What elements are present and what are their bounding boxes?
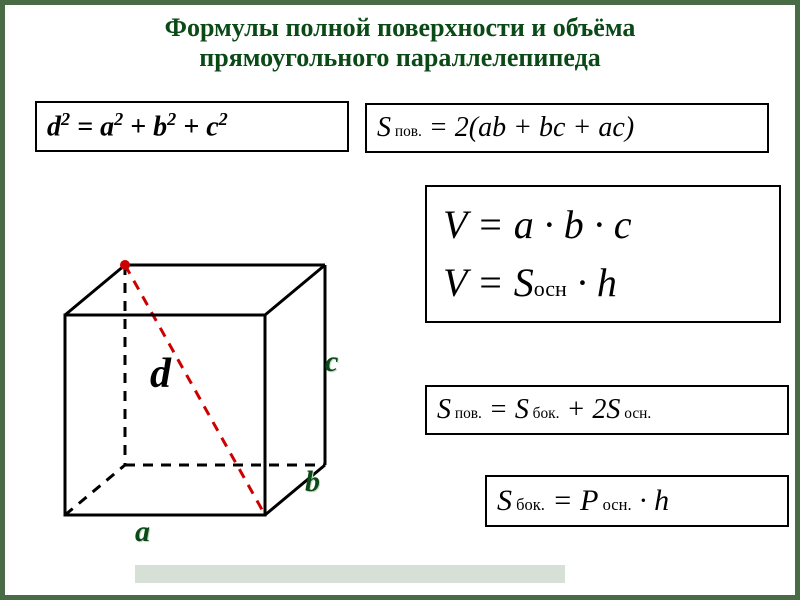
title-line-1: Формулы полной поверхности и объёма	[165, 13, 636, 42]
label-d: d	[150, 350, 171, 398]
formula-surface: S пов. = 2(ab + bc + ac)	[365, 103, 769, 153]
formula-volume: V = a · b · c V = Sосн · h	[425, 185, 781, 323]
label-b: b	[305, 465, 320, 499]
footer-accent-bar	[135, 565, 565, 583]
formula-volume-2: V = Sосн · h	[443, 259, 763, 307]
parallelepiped-diagram	[45, 245, 365, 560]
formula-diagonal: d2 = a2 + b2 + c2	[35, 101, 349, 152]
title-line-2: прямоугольного параллелепипеда	[199, 43, 600, 72]
parallelepiped-svg	[45, 245, 365, 555]
slide-title: Формулы полной поверхности и объёма прям…	[5, 13, 795, 73]
formula-volume-1: V = a · b · c	[443, 201, 763, 249]
label-a: a	[135, 515, 150, 549]
label-c: c	[325, 345, 338, 379]
formula-lateral: S бок. = P осн. · h	[485, 475, 789, 527]
slide: Формулы полной поверхности и объёма прям…	[0, 0, 800, 600]
formula-surface-breakdown: S пов. = S бок. + 2S осн.	[425, 385, 789, 435]
